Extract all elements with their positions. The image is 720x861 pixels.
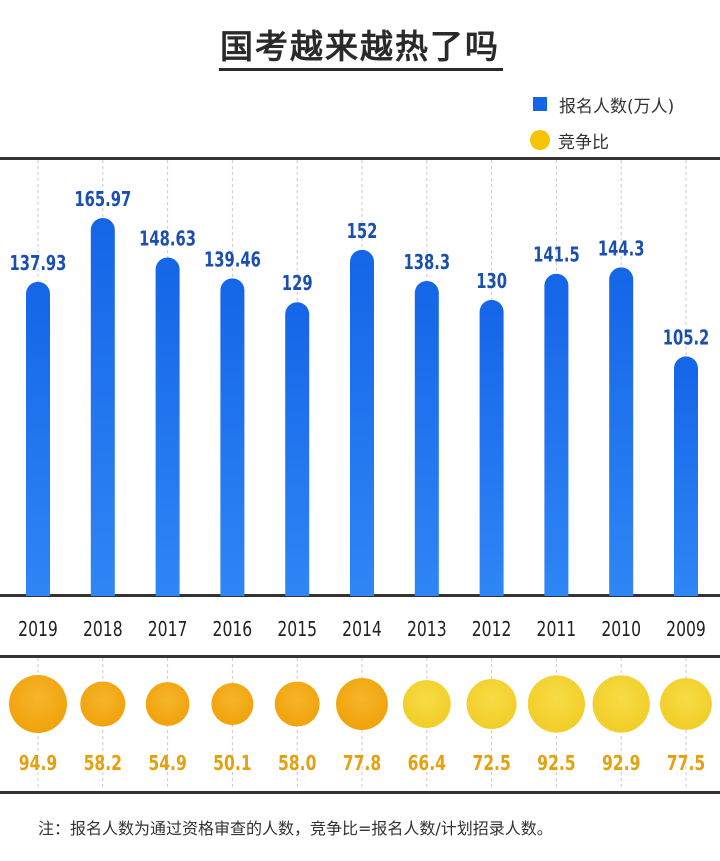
ratio-circle [660,678,712,730]
ratio-value-label: 58.0 [278,752,316,775]
ratio-circle [466,679,517,729]
bar-value-label: 138.3 [403,252,450,275]
bar-value-label: 141.5 [533,244,580,267]
ratio-circle [9,675,67,733]
legend-swatch-applicants [533,97,547,111]
ratio-value-label: 66.4 [408,752,446,775]
ratio-circle [402,680,451,728]
ratio-top-rule [0,655,720,658]
bar-value-label: 139.46 [204,249,261,272]
bar [155,257,180,596]
bar-value-label: 165.97 [74,189,131,212]
ratio-value-label: 92.9 [602,752,640,775]
x-tick-label: 2016 [213,618,253,641]
bar [609,267,634,596]
ratio-circle [274,681,320,727]
ratio-bottom-rule [0,791,720,794]
ratio-value-label: 92.5 [537,752,575,775]
x-tick-label: 2009 [666,618,706,641]
bar [544,273,569,596]
bar-value-label: 129 [282,273,313,296]
ratio-circle [336,678,388,730]
ratio-value-label: 54.9 [148,752,186,775]
bar [350,249,374,597]
bar [90,218,115,597]
ratio-circle [592,675,650,733]
title-underline [219,68,503,71]
ratio-value-label: 94.9 [19,752,57,775]
x-tick-label: 2019 [18,618,58,641]
bar-value-label: 148.63 [139,228,196,251]
ratio-value-label: 77.8 [343,752,381,775]
ratio-circle [145,682,190,726]
bar [674,356,698,596]
x-tick-label: 2017 [148,618,188,641]
legend-swatch-ratio [530,130,550,150]
bar [479,299,504,596]
bar [26,281,50,596]
x-tick-label: 2018 [83,618,123,641]
bar-value-label: 130 [476,270,507,293]
bar [220,278,245,596]
x-tick-label: 2015 [277,618,317,641]
ratio-circle [527,675,585,733]
x-tick-label: 2013 [407,618,447,641]
chart-title: 国考越来越热了吗 [220,27,500,66]
legend-label-applicants: 报名人数(万人) [559,96,675,117]
legend-item-applicants: 报名人数(万人) [533,86,674,122]
ratio-value-label: 58.2 [84,752,122,775]
bar-value-label: 144.3 [598,238,645,261]
legend-label-ratio: 竞争比 [558,132,609,153]
bar [414,281,439,596]
bar-value-label: 137.93 [10,252,67,275]
x-tick-label: 2014 [342,618,382,641]
plot-top-rule [0,157,720,160]
ratio-value-label: 72.5 [472,752,510,775]
bar-value-label: 152 [347,220,378,243]
x-tick-label: 2011 [537,618,577,641]
ratio-circle [211,683,254,725]
bar [285,302,310,596]
legend-item-ratio: 竞争比 [530,122,674,158]
ratio-value-label: 50.1 [213,752,251,775]
x-tick-label: 2010 [601,618,641,641]
legend: 报名人数(万人) 竞争比 [530,86,674,158]
footnote: 注：报名人数为通过资格审查的人数，竞争比=报名人数/计划招录人数。 [38,819,553,838]
ratio-value-label: 77.5 [667,752,705,775]
x-tick-label: 2012 [472,618,512,641]
ratio-circle [80,681,126,727]
bar-value-label: 105.2 [663,327,710,350]
